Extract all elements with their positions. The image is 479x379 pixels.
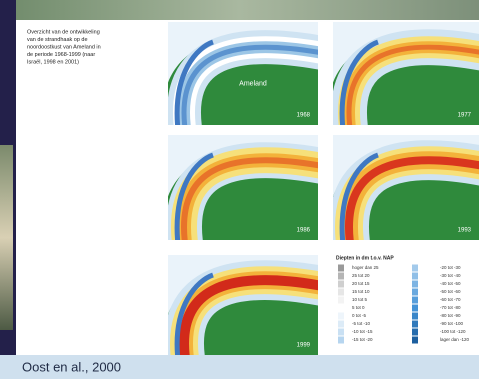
legend-label: -60 tot -70 xyxy=(440,297,461,302)
legend-label: -15 tot -20 xyxy=(352,337,373,342)
caption-line: de periode 1968-1999 (naar xyxy=(27,52,95,58)
legend-swatch xyxy=(338,273,344,280)
legend-title: Diepten in dm t.o.v. NAP xyxy=(336,255,394,261)
map-panel: 1986 xyxy=(162,130,328,250)
legend-swatch xyxy=(412,329,418,336)
legend-swatch xyxy=(338,305,344,312)
slide: Overzicht van de ontwikkeling van de stra… xyxy=(0,0,479,379)
legend-swatch xyxy=(412,305,418,312)
legend-label: -5 tot -10 xyxy=(352,321,371,326)
legend-swatch xyxy=(412,281,418,288)
map xyxy=(327,17,479,135)
map-panel: 1999 xyxy=(162,250,328,365)
caption-line: van de strandhaak op de xyxy=(27,37,88,43)
legend-swatch xyxy=(412,297,418,304)
top-photo xyxy=(0,0,479,20)
legend-swatch xyxy=(338,321,344,328)
legend-label: -100 tot -120 xyxy=(440,329,466,334)
side-photo xyxy=(0,145,13,330)
legend-label: 10 tot 5 xyxy=(352,297,368,302)
legend-swatch xyxy=(338,265,344,272)
legend-swatch xyxy=(412,289,418,296)
panel-year: 1986 xyxy=(297,228,311,234)
caption-line: Overzicht van de ontwikkeling xyxy=(27,29,100,35)
legend-label: 20 tot 15 xyxy=(352,281,370,286)
citation: Oost en al., 2000 xyxy=(22,359,121,374)
legend-label: 0 tot -5 xyxy=(352,313,367,318)
legend-swatch xyxy=(338,289,344,296)
legend-swatch xyxy=(412,265,418,272)
map-panel: 1993 xyxy=(327,130,479,250)
panel-label: Ameland xyxy=(239,80,267,87)
legend-label: -90 tot -100 xyxy=(440,321,464,326)
legend-swatch xyxy=(412,313,418,320)
legend-label: hoger dan 25 xyxy=(352,265,379,270)
legend-label: -40 tot -50 xyxy=(440,281,461,286)
legend-swatch xyxy=(412,337,418,344)
legend-swatch xyxy=(338,329,344,336)
map xyxy=(327,130,479,250)
legend-swatch xyxy=(412,273,418,280)
legend-swatch xyxy=(338,337,344,344)
map-panel: 1968 Ameland xyxy=(162,17,328,135)
panel-year: 1999 xyxy=(297,343,311,349)
caption-line: noordoostkust van Ameland in xyxy=(27,44,101,50)
map-panel: 1977 xyxy=(327,17,479,135)
legend-label: -50 tot -60 xyxy=(440,289,461,294)
panel-year: 1977 xyxy=(458,113,472,119)
legend-label: -80 tot -90 xyxy=(440,313,461,318)
legend-label: -20 tot -30 xyxy=(440,265,461,270)
caption-line: Israël, 1998 en 2001) xyxy=(27,59,79,65)
panel-year: 1993 xyxy=(458,228,472,234)
legend-label: 25 tot 20 xyxy=(352,273,370,278)
legend-swatch xyxy=(412,321,418,328)
legend-label: 5 tot 0 xyxy=(352,305,365,310)
legend-label: -70 tot -80 xyxy=(440,305,461,310)
legend-label: -30 tot -40 xyxy=(440,273,461,278)
legend-swatch xyxy=(338,313,344,320)
legend-label: lager dan -120 xyxy=(440,337,470,342)
legend-swatch xyxy=(338,281,344,288)
legend-swatch xyxy=(338,297,344,304)
panel-year: 1968 xyxy=(297,113,311,119)
legend-label: 15 tot 10 xyxy=(352,289,370,294)
legend-label: -10 tot -15 xyxy=(352,329,373,334)
